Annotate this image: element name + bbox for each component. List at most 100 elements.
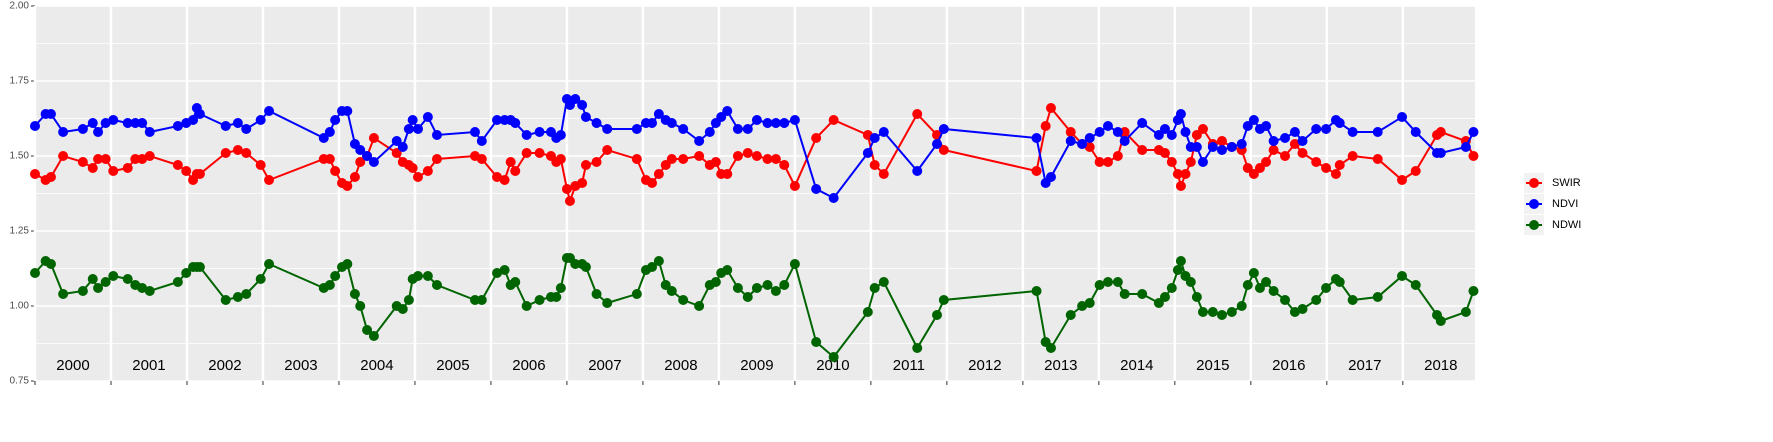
data-point: [422, 112, 433, 122]
data-point: [469, 127, 480, 137]
data-point: [789, 259, 800, 269]
data-point: [137, 283, 148, 293]
data-point: [1410, 127, 1421, 137]
data-point: [1297, 136, 1308, 146]
data-point: [232, 292, 243, 302]
data-point: [666, 154, 677, 164]
data-point: [1435, 316, 1446, 326]
data-point: [1119, 136, 1130, 146]
data-point: [324, 280, 335, 290]
data-point: [181, 166, 192, 176]
data-point: [1268, 136, 1279, 146]
data-point: [931, 139, 942, 149]
data-point: [476, 136, 487, 146]
data-point: [1166, 283, 1177, 293]
data-point: [1334, 118, 1345, 128]
data-point: [499, 265, 510, 275]
data-point: [828, 115, 839, 125]
data-point: [100, 118, 111, 128]
data-point: [1261, 157, 1272, 167]
data-point: [647, 262, 658, 272]
data-point: [1159, 124, 1170, 134]
data-point: [130, 154, 141, 164]
data-point: [1094, 280, 1105, 290]
data-point: [77, 157, 88, 167]
data-point: [1207, 307, 1218, 317]
data-point: [1045, 172, 1056, 182]
data-point: [510, 118, 521, 128]
year-label: 2006: [512, 357, 545, 374]
data-point: [241, 289, 252, 299]
data-point: [1226, 307, 1237, 317]
data-point: [122, 118, 133, 128]
data-point: [45, 259, 56, 269]
data-point: [232, 118, 243, 128]
data-point: [570, 259, 581, 269]
data-point: [58, 151, 69, 161]
data-point: [1397, 112, 1408, 122]
data-point: [1185, 157, 1196, 167]
y-tick-label: 1.00: [10, 301, 30, 312]
data-point: [710, 277, 721, 287]
data-point: [631, 124, 642, 134]
data-point: [1334, 160, 1345, 170]
data-point: [1268, 145, 1279, 155]
legend-point: [1529, 178, 1539, 188]
data-point: [1180, 169, 1191, 179]
data-point: [362, 151, 373, 161]
data-point: [188, 115, 199, 125]
data-point: [422, 166, 433, 176]
data-point: [1159, 148, 1170, 158]
data-point: [1248, 115, 1259, 125]
data-point: [653, 169, 664, 179]
data-point: [108, 271, 119, 281]
data-point: [330, 271, 341, 281]
data-point: [492, 115, 503, 125]
data-point: [1321, 283, 1332, 293]
year-label: 2017: [1348, 357, 1381, 374]
data-point: [1226, 142, 1237, 152]
data-point: [1112, 277, 1123, 287]
data-point: [342, 106, 353, 116]
data-point: [397, 304, 408, 314]
data-point: [602, 124, 613, 134]
data-point: [58, 127, 69, 137]
data-point: [762, 280, 773, 290]
data-point: [1468, 286, 1479, 296]
data-point: [1261, 277, 1272, 287]
data-point: [1102, 157, 1113, 167]
data-point: [751, 115, 762, 125]
data-point: [1435, 148, 1446, 158]
data-point: [77, 286, 88, 296]
data-point: [770, 286, 781, 296]
data-point: [510, 277, 521, 287]
data-point: [1119, 127, 1130, 137]
data-point: [722, 169, 733, 179]
data-point: [1468, 127, 1479, 137]
data-point: [469, 295, 480, 305]
data-point: [580, 262, 591, 272]
year-label: 2012: [968, 357, 1001, 374]
data-point: [1112, 127, 1123, 137]
data-point: [1197, 124, 1208, 134]
data-point: [1102, 121, 1113, 131]
data-point: [1334, 277, 1345, 287]
data-point: [1435, 127, 1446, 137]
data-point: [1460, 142, 1471, 152]
data-point: [324, 154, 335, 164]
data-point: [878, 169, 889, 179]
data-point: [368, 331, 379, 341]
year-label: 2015: [1196, 357, 1229, 374]
data-point: [1280, 133, 1291, 143]
data-point: [1410, 166, 1421, 176]
legend-label: NDVI: [1552, 198, 1578, 210]
data-point: [1297, 148, 1308, 158]
data-point: [1468, 151, 1479, 161]
data-point: [694, 151, 705, 161]
data-point: [722, 106, 733, 116]
data-point: [521, 148, 532, 158]
y-tick-label: 1.50: [10, 151, 30, 162]
legend-point: [1529, 199, 1539, 209]
data-point: [499, 175, 510, 185]
data-point: [58, 289, 69, 299]
